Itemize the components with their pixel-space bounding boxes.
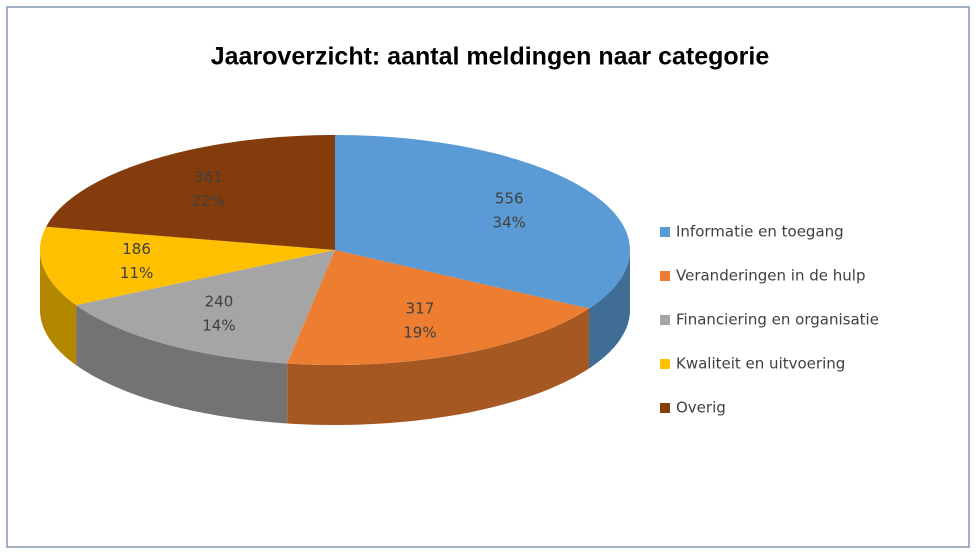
data-label: 14%	[202, 316, 235, 334]
data-label: 19%	[403, 323, 436, 341]
slice	[46, 135, 335, 250]
slice-side	[287, 308, 589, 425]
legend-label: Overig	[676, 399, 726, 417]
legend-label: Financiering en organisatie	[676, 311, 879, 329]
legend-swatch	[660, 271, 670, 281]
legend-swatch	[660, 403, 670, 413]
legend: Informatie en toegang Veranderingen in de…	[660, 223, 879, 417]
data-label: 317	[406, 299, 435, 317]
legend-label: Veranderingen in de hulp	[676, 267, 865, 285]
data-label: 22%	[192, 192, 225, 210]
data-label: 361	[194, 168, 223, 186]
chart-title: Jaaroverzicht: aantal meldingen naar cat…	[211, 43, 770, 71]
slice	[40, 226, 335, 306]
legend-swatch	[660, 359, 670, 369]
slice	[335, 135, 630, 309]
legend-swatch	[660, 227, 670, 237]
data-label: 240	[205, 292, 234, 310]
slice	[287, 250, 589, 365]
data-label: 34%	[493, 214, 526, 232]
data-label: 186	[122, 240, 151, 258]
legend-label: Kwaliteit en uitvoering	[676, 355, 845, 373]
legend-swatch	[660, 315, 670, 325]
data-label: 556	[495, 190, 524, 208]
pie: 556 34% 317 19% 240 14% 186 11% 361 22%	[40, 135, 630, 425]
slice	[76, 250, 335, 364]
slice-side	[589, 250, 630, 369]
slice-side	[40, 250, 77, 366]
data-label: 11%	[120, 264, 153, 282]
slice-side	[76, 305, 288, 424]
legend-label: Informatie en toegang	[676, 223, 844, 241]
